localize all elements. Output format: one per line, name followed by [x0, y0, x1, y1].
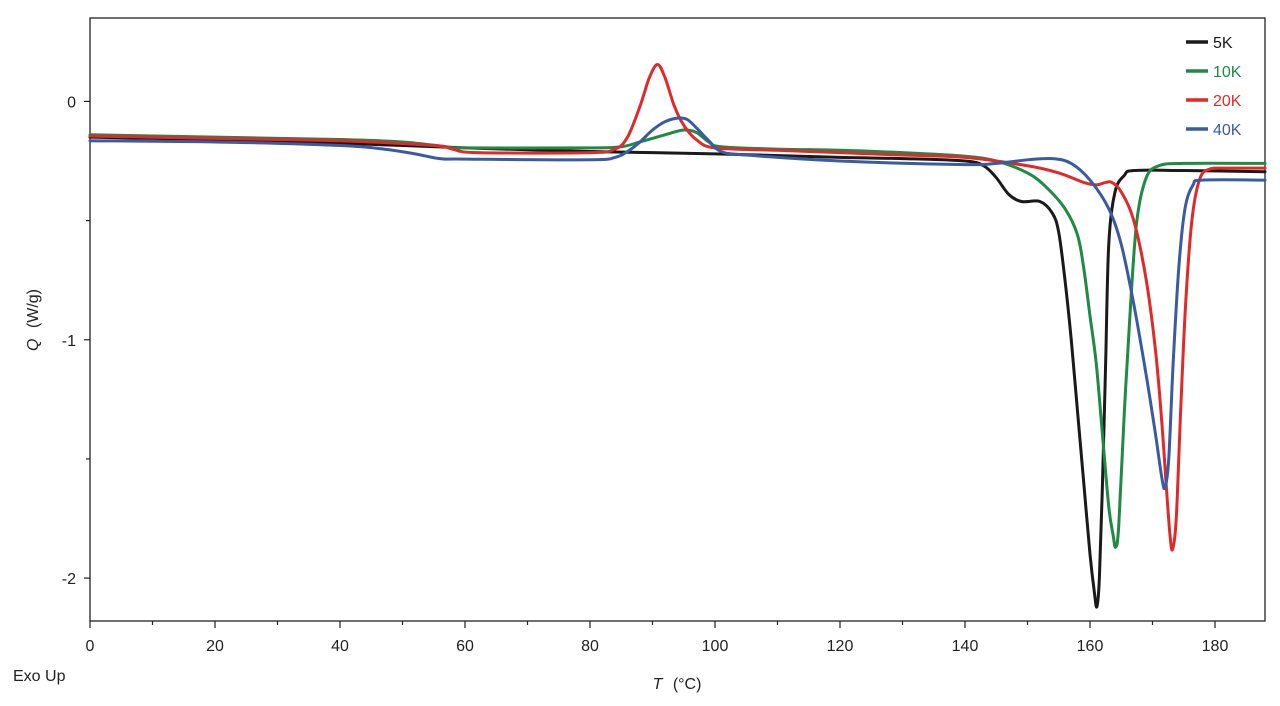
x-tick-label: 0 — [86, 638, 95, 655]
x-tick-label: 40 — [331, 638, 349, 655]
y-tick-label: -2 — [62, 571, 76, 588]
x-axis-title: T (°C) — [653, 676, 702, 693]
x-tick-label: 180 — [1202, 638, 1229, 655]
plot-frame — [89, 17, 1266, 622]
x-axis-unit: (°C) — [673, 676, 702, 693]
series-line-10K — [88, 128, 1267, 549]
x-tick-label: 160 — [1077, 638, 1104, 655]
y-axis-symbol: Q — [25, 339, 42, 351]
x-tick-label: 120 — [827, 638, 854, 655]
y-tick-label: -1 — [62, 333, 76, 350]
series-layer — [88, 62, 1267, 609]
y-axis-unit: (W/g) — [25, 289, 42, 328]
series-line-5K — [88, 135, 1267, 609]
exo-up-annotation: Exo Up — [13, 668, 66, 685]
axis-ticks: 0 20 40 60 80 100 120 140 160 180 0 -1 -2 — [62, 94, 1229, 655]
y-axis-title: Q (W/g) — [25, 289, 42, 351]
x-tick-label: 100 — [702, 638, 729, 655]
y-tick-label: 0 — [67, 94, 76, 111]
series-line-20K — [88, 62, 1267, 552]
x-tick-label: 140 — [952, 638, 979, 655]
series-line-40K — [88, 116, 1267, 491]
x-axis-symbol: T — [653, 676, 664, 693]
x-tick-label: 20 — [206, 638, 224, 655]
x-tick-label: 60 — [456, 638, 474, 655]
legend-label-40K: 40K — [1213, 122, 1242, 139]
legend: 5K 10K 20K 40K — [1186, 35, 1242, 139]
x-tick-label: 80 — [581, 638, 599, 655]
legend-label-10K: 10K — [1213, 64, 1242, 81]
legend-label-20K: 20K — [1213, 93, 1242, 110]
legend-label-5K: 5K — [1213, 35, 1233, 52]
